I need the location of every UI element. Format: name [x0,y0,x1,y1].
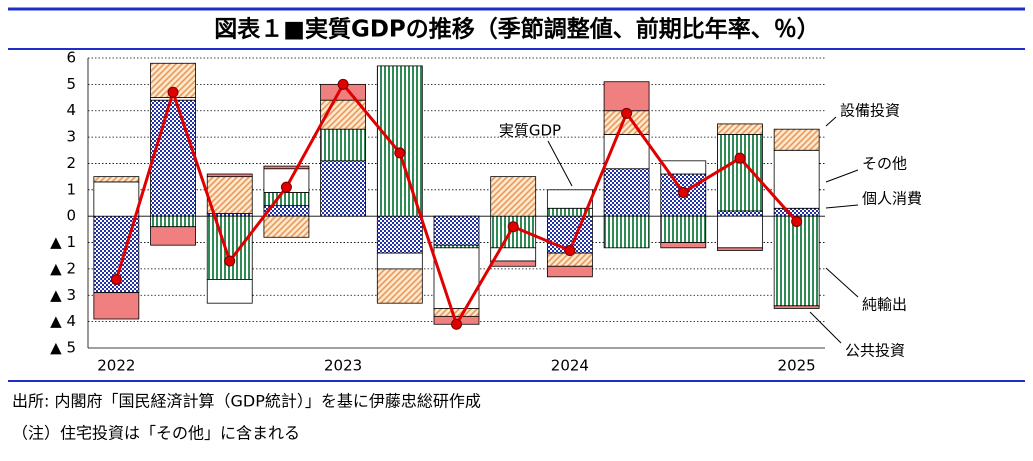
gdp-marker [734,152,746,164]
y-tick-label: 3 [66,128,76,146]
y-tick-label: ▲ 2 [50,259,76,277]
bar-segment [320,128,367,162]
y-tick-label: ▲ 1 [50,233,76,251]
footnote: （注）住宅投資は「その他」に含まれる [12,424,300,443]
gdp-marker [564,244,576,256]
bar-segment [263,215,310,238]
y-tick-label: ▲ 4 [50,312,76,330]
bar-segment [206,215,253,280]
gdp-marker [791,215,803,227]
bar-segment [603,81,650,112]
bar-segment [773,215,820,307]
bar-segment [376,65,423,217]
gdp-marker [677,186,689,198]
bar-segment [773,128,820,151]
bar-segment [320,160,367,217]
bar-segment [376,252,423,270]
bar-segment [376,268,423,304]
gdp-label: 実質GDP [499,122,561,140]
y-tick-label: ▲ 3 [50,286,76,304]
bar-segment [546,265,593,278]
bar-segment [206,173,253,178]
y-tick-label: 5 [66,75,76,93]
legend-leader [825,116,837,127]
gdp-marker [110,273,122,285]
legend-leader [825,267,859,298]
gdp-marker [280,181,292,193]
y-tick-label: 4 [66,101,76,119]
legend-leader [825,204,859,209]
bar-segment [93,176,140,183]
bar-segment [660,242,707,249]
bar-segment [717,215,763,249]
gdp-marker [621,107,633,119]
x-tick-label: 2023 [324,357,362,375]
bar-segment [490,260,537,267]
bar-segment [263,165,310,170]
gdp-leader [547,140,573,187]
bar-segment [150,226,196,246]
bar-segment [93,292,140,320]
source-note: 出所: 内閣府「国民経済計算（GDP統計）」を基に伊藤忠総研作成 [12,392,481,411]
bar-segment [206,176,253,214]
x-tick-label: 2025 [778,357,816,375]
legend-label: 設備投資 [840,102,900,120]
legend-leader [809,311,842,344]
bar-segment [773,207,820,217]
gdp-marker [224,255,236,267]
legend-leader [825,169,859,183]
bar-segment [660,215,707,243]
gdp-marker [337,78,349,90]
bar-segment [150,215,196,228]
bar-segment [773,149,820,209]
bar-segment [263,192,310,207]
bar-segment [660,160,707,175]
bar-segment [150,99,196,217]
bar-segment [717,134,763,212]
y-tick-label: 1 [66,180,76,198]
bar-segment [206,279,253,304]
y-tick-label: 2 [66,154,76,172]
bar-segment [717,247,763,251]
bar-segment [773,305,820,309]
y-tick-label: 0 [66,207,76,225]
gdp-marker [507,221,519,233]
bar-segment [717,210,763,217]
gdp-marker [451,318,462,330]
x-tick-label: 2024 [551,357,589,375]
bar-segment [490,176,537,217]
y-tick-label: ▲ 5 [50,339,76,357]
bar-segment [546,189,593,209]
bar-segment [433,308,480,317]
bar-segment [376,215,423,254]
gdp-marker [394,147,406,159]
bar-segment [717,123,763,135]
gdp-marker [167,86,179,98]
bar-segment [603,215,650,249]
legend-label: 個人消費 [862,190,922,208]
bar-segment [320,99,367,130]
y-tick-label: 6 [66,49,76,67]
bar-segment [93,181,140,217]
bar-segment [433,215,480,246]
x-tick-label: 2022 [97,357,135,375]
chart-title: 図表１■実質GDPの推移（季節調整値、前期比年率、％） [214,16,820,43]
legend-label: 純輸出 [862,296,907,314]
legend-label: 公共投資 [845,342,905,360]
legend-label: その他 [862,155,907,173]
bar-segment [603,168,650,217]
